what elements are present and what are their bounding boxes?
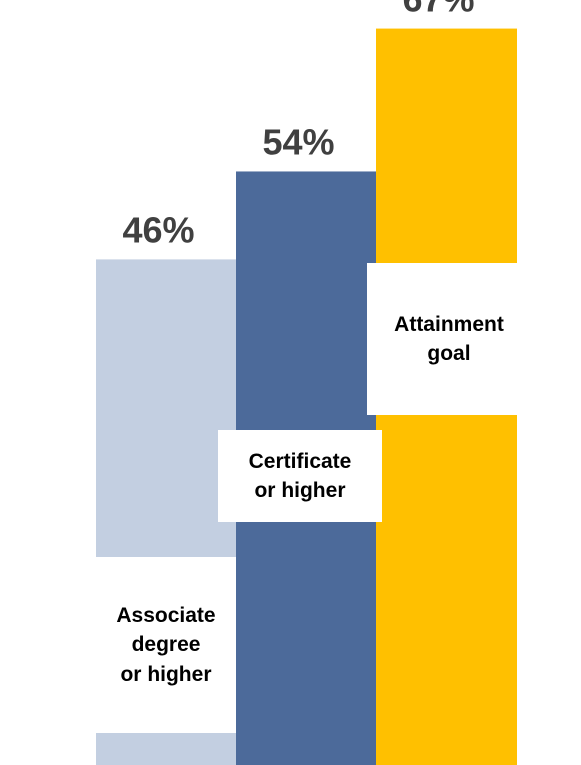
value-label-attainment-goal: 67% <box>402 0 474 20</box>
bar-label-certificate: Certificate or higher <box>218 430 382 522</box>
bar-label-attainment-goal: Attainment goal <box>367 263 531 415</box>
value-label-certificate: 54% <box>262 121 334 162</box>
bar-label-attainment-goal-text: Attainment goal <box>394 312 504 365</box>
bar-label-associate: Associate degree or higher <box>96 557 236 733</box>
value-labels-group: 46% 54% 67% <box>122 0 474 250</box>
bar-label-certificate-text: Certificate or higher <box>248 449 352 502</box>
bar-label-associate-text: Associate degree or higher <box>116 603 216 686</box>
value-label-associate: 46% <box>122 209 194 250</box>
